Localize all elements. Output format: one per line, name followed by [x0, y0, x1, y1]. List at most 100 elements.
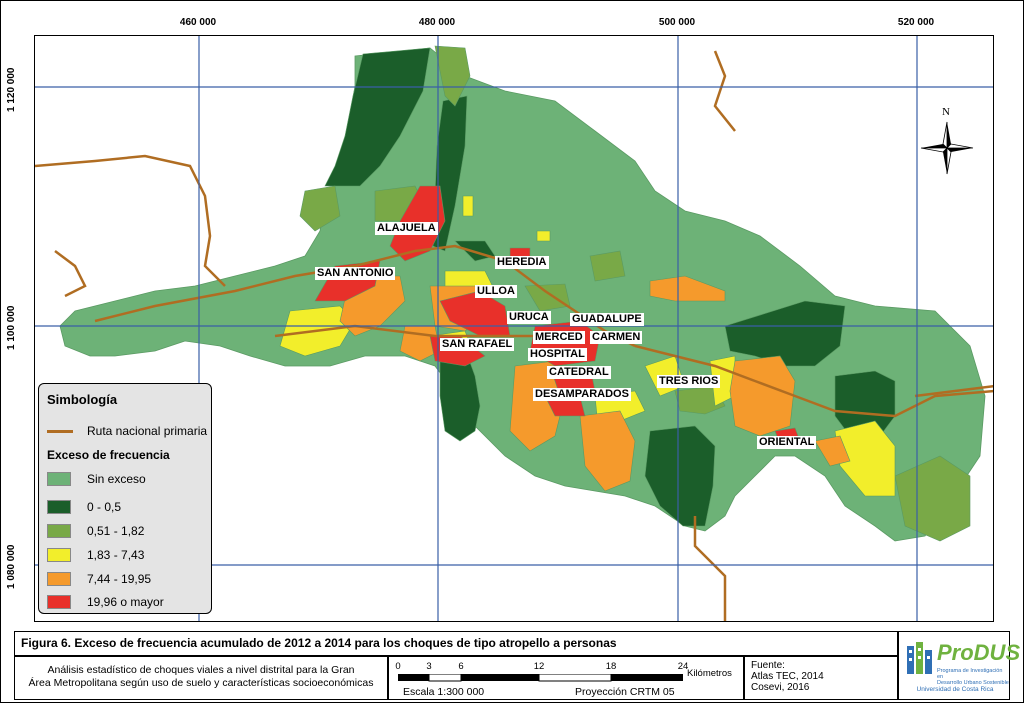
coord-top-460000: 460 000	[179, 17, 217, 28]
logo-sub-1: Programa de Investigación en	[937, 668, 1003, 680]
logo-name: ProDUS	[937, 640, 1021, 665]
figure-title: Figura 6. Exceso de frecuencia acumulado…	[14, 631, 898, 656]
region-lg-se	[894, 455, 971, 542]
source-box: Fuente: Atlas TEC, 2014 Cosevi, 2016	[744, 656, 898, 700]
description-line-1: Análisis estadístico de choques viales a…	[47, 664, 355, 676]
legend-class-label: 19,96 o mayor	[87, 595, 164, 609]
coord-left-1100000: 1 100 000	[6, 305, 17, 351]
swatch-1996-mayor	[47, 595, 71, 609]
region-orange-or	[814, 435, 851, 467]
label-guadalupe: GUADALUPE	[570, 313, 644, 326]
legend-class-row: 1,83 - 7,43	[47, 548, 144, 562]
scale-tick: 6	[458, 661, 464, 672]
label-san-rafael: SAN RAFAEL	[440, 338, 515, 351]
scale-bar-segment	[461, 674, 539, 681]
scale-box: 0 3 6 12 18 24 Kilómetros Escala 1:300 0…	[388, 656, 744, 700]
scale-tick: 3	[426, 661, 432, 672]
source-line-2: Cosevi, 2016	[751, 682, 810, 693]
coord-top-520000: 520 000	[897, 17, 935, 28]
coord-top-480000: 480 000	[418, 17, 456, 28]
scale-unit: Kilómetros	[687, 668, 732, 679]
scale-bar-segment	[611, 674, 683, 681]
scale-tick: 12	[533, 661, 545, 672]
route-line-icon	[47, 429, 73, 433]
region-dark-south	[644, 425, 716, 527]
scale-tick: 0	[395, 661, 401, 672]
region-lg-north	[434, 45, 471, 107]
region-yellow-small1	[462, 195, 474, 217]
north-arrow-icon	[920, 121, 974, 175]
label-alajuela: ALAJUELA	[375, 222, 438, 235]
label-hospital: HOSPITAL	[528, 348, 587, 361]
label-ulloa: ULLOA	[475, 285, 517, 298]
produs-logo-icon	[907, 642, 932, 674]
region-dark-east2	[834, 370, 896, 437]
route-7	[914, 384, 993, 398]
route-5	[713, 50, 736, 132]
label-tres-rios: TRES RIOS	[657, 375, 721, 388]
coord-left-1080000: 1 080 000	[6, 544, 17, 590]
logo-subtitle: Programa de Investigación en Desarrollo …	[937, 668, 1009, 686]
scale-bar	[398, 674, 683, 682]
label-carmen: CARMEN	[590, 331, 643, 344]
legend-class-label: 7,44 - 19,95	[87, 572, 152, 586]
scale-bar-segment	[428, 674, 462, 682]
region-yellow-small2	[536, 230, 551, 242]
projection-text: Proyección CRTM 05	[575, 686, 675, 698]
swatch-051-182	[47, 524, 71, 538]
scale-bar-segment	[538, 674, 612, 682]
legend-class-label: 1,83 - 7,43	[87, 548, 145, 562]
route-4	[634, 344, 993, 418]
legend-title: Simbología	[47, 392, 118, 407]
region-dark-east1	[724, 300, 846, 367]
legend-class-label: 0 - 0,5	[87, 500, 122, 514]
logo-sub-2: Desarrollo Urbano Sostenible	[937, 680, 1009, 686]
swatch-sin-exceso	[47, 472, 71, 486]
legend-class-row: 0,51 - 1,82	[47, 524, 144, 538]
swatch-744-1995	[47, 572, 71, 586]
legend-route-row: Ruta nacional primaria	[47, 424, 207, 438]
legend-class-label: 0,51 - 1,82	[87, 524, 145, 538]
legend-route-label: Ruta nacional primaria	[87, 424, 208, 438]
legend-class-row: 7,44 - 19,95	[47, 572, 151, 586]
region-lg-heredia	[589, 250, 626, 282]
description-line-2: Área Metropolitana según uso de suelo y …	[28, 677, 374, 689]
scale-tick: 18	[605, 661, 617, 672]
produs-logo: ProDUS Programa de Investigación en Desa…	[898, 631, 1020, 700]
region-yellow-oriental	[834, 420, 896, 497]
label-catedral: CATEDRAL	[547, 366, 611, 379]
scale-bar-segment	[398, 674, 429, 681]
legend-class-row: Sin exceso	[47, 472, 146, 486]
region-orange-des2	[579, 410, 636, 492]
legend-panel: Simbología Ruta nacional primaria Exceso…	[38, 383, 212, 614]
label-merced: MERCED	[533, 331, 585, 344]
coord-left-1120000: 1 120 000	[6, 67, 17, 113]
legend-class-row: 0 - 0,5	[47, 500, 121, 514]
route-3	[274, 324, 555, 338]
source-line-1: Atlas TEC, 2014	[751, 671, 824, 682]
label-san-antonio: SAN ANTONIO	[315, 267, 396, 280]
region-orange-ne	[649, 275, 726, 302]
legend-subtitle: Exceso de frecuencia	[47, 448, 170, 462]
region-orange-tres	[729, 355, 796, 437]
legend-class-label: Sin exceso	[87, 472, 146, 486]
source-title: Fuente:	[751, 660, 785, 671]
north-label: N	[942, 106, 950, 118]
legend-class-row: 19,96 o mayor	[47, 595, 164, 609]
label-uruca: URUCA	[507, 311, 551, 324]
label-heredia: HEREDIA	[495, 256, 549, 269]
map-description: Análisis estadístico de choques viales a…	[14, 656, 388, 700]
route-1	[35, 154, 226, 287]
coord-top-500000: 500 000	[658, 17, 696, 28]
label-desamparados: DESAMPARADOS	[533, 388, 631, 401]
route-8	[54, 250, 87, 298]
region-lg-center	[524, 283, 571, 312]
swatch-0-05	[47, 500, 71, 514]
route-6	[693, 516, 727, 621]
logo-university: Universidad de Costa Rica	[916, 686, 994, 693]
scale-tick: 24	[677, 661, 689, 672]
region-lg-west1	[299, 185, 341, 232]
label-oriental: ORIENTAL	[757, 436, 817, 449]
swatch-183-743	[47, 548, 71, 562]
scale-text: Escala 1:300 000	[403, 686, 485, 698]
